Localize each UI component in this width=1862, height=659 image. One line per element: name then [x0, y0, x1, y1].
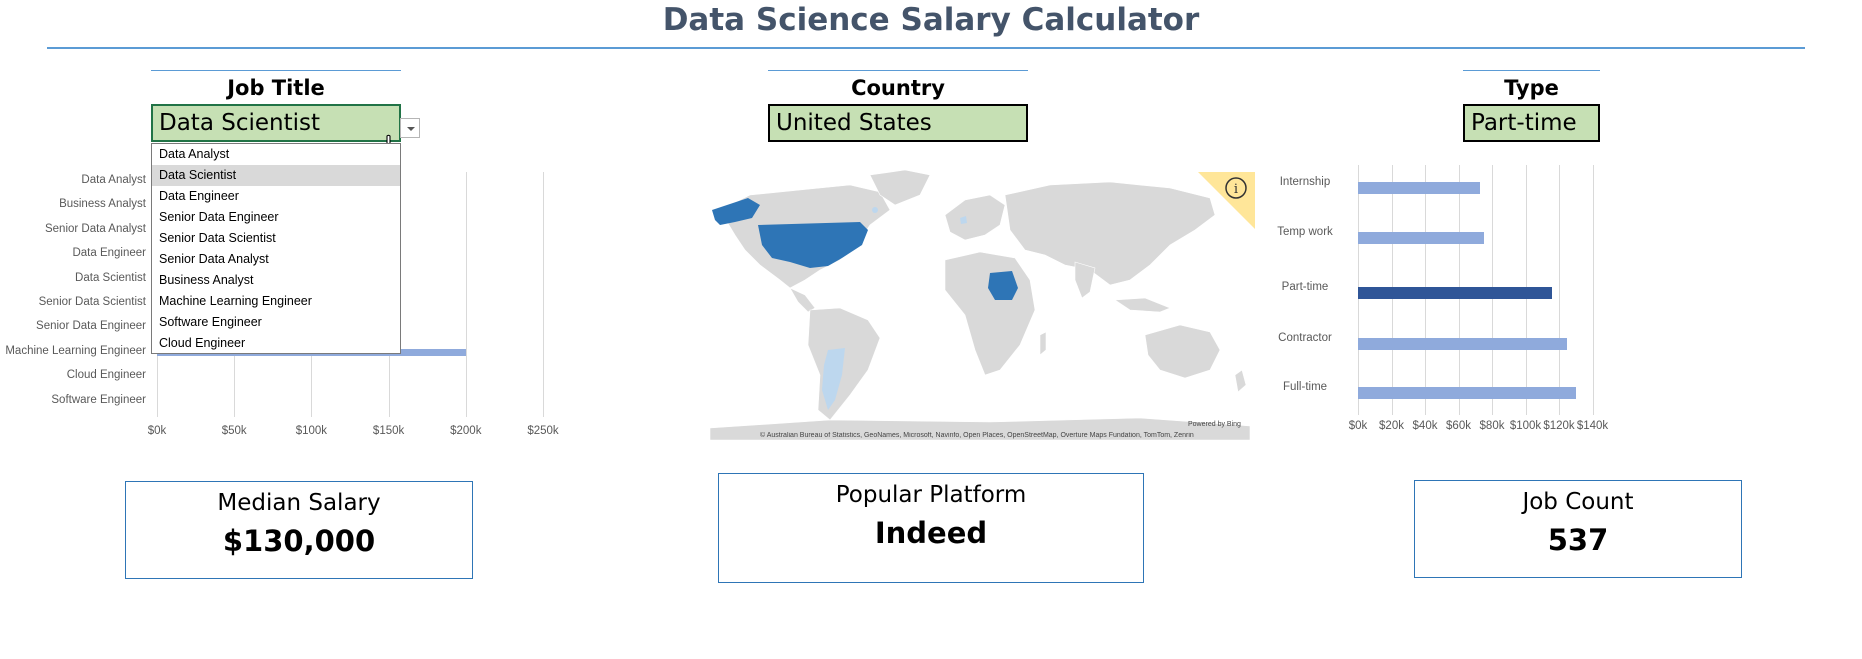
chart-gridline [543, 172, 544, 417]
x-tick-label: $150k [372, 425, 405, 437]
median-salary-label: Median Salary [217, 490, 381, 516]
dropdown-option[interactable]: Cloud Engineer [159, 336, 246, 350]
salary-bar [1358, 387, 1576, 399]
map-attribution: © Australian Bureau of Statistics, GeoNa… [760, 432, 1194, 439]
job-count-label: Job Count [1522, 489, 1634, 515]
y-category-label: Temp work [1277, 226, 1333, 238]
job-title-rule [151, 70, 401, 71]
x-tick-label: $120k [1543, 420, 1575, 432]
info-icon[interactable]: i [1198, 172, 1255, 229]
title-divider [47, 47, 1805, 49]
y-category-label: Senior Data Analyst [44, 222, 146, 235]
map-south-america [807, 307, 881, 421]
y-category-label: Data Analyst [81, 174, 146, 186]
x-tick-label: $0k [147, 425, 167, 437]
map-sudan-highlight [988, 271, 1018, 300]
y-category-label: Contractor [1278, 332, 1332, 344]
y-category-label: Full-time [1282, 381, 1328, 393]
map-new-zealand [1234, 369, 1247, 393]
type-rule [1463, 70, 1600, 71]
type-select[interactable]: Part-time [1463, 104, 1600, 142]
y-category-label: Part-time [1281, 281, 1329, 293]
x-tick-label: $50k [221, 425, 247, 437]
x-tick-label: $100k [295, 425, 328, 437]
country-label: Country [851, 76, 945, 100]
x-tick-label: $200k [450, 425, 482, 437]
job-count-card: Job Count 537 [1414, 480, 1742, 578]
y-category-label: Software Engineer [51, 393, 146, 406]
x-tick-label: $20k [1379, 420, 1404, 432]
y-category-label: Data Engineer [72, 247, 146, 260]
x-tick-label: $0k [1348, 420, 1368, 432]
world-map [709, 170, 1251, 440]
map-europe [944, 194, 1006, 241]
map-indonesia [1114, 297, 1171, 313]
map-europe-highlight [960, 216, 967, 224]
job-title-label: Job Title [227, 76, 325, 100]
dropdown-option[interactable]: Machine Learning Engineer [159, 294, 312, 308]
y-category-label: Senior Data Engineer [36, 320, 146, 333]
chart-gridline [1559, 165, 1560, 415]
dropdown-arrow-button[interactable] [400, 118, 420, 138]
country-rule [768, 70, 1028, 71]
y-category-label: Cloud Engineer [66, 369, 146, 382]
dropdown-option[interactable]: Business Analyst [159, 273, 254, 287]
dropdown-option[interactable]: Senior Data Engineer [159, 210, 279, 224]
popular-platform-value: Indeed [874, 516, 988, 550]
x-tick-label: $60k [1446, 420, 1471, 432]
country-select[interactable]: United States [768, 104, 1028, 142]
job-count-value: 537 [1547, 523, 1609, 557]
median-salary-value: $130,000 [222, 524, 376, 558]
dropdown-option[interactable]: Senior Data Scientist [159, 231, 276, 245]
map-powered-by: Powered by Bing [1188, 421, 1241, 428]
popular-platform-card: Popular Platform Indeed [718, 473, 1144, 583]
y-category-label: Senior Data Scientist [38, 296, 146, 308]
x-tick-label: $80k [1479, 420, 1505, 432]
map-argentina-highlight [822, 348, 845, 410]
dashboard-title: Data Science Salary Calculator [662, 2, 1200, 38]
dropdown-option[interactable]: Data Engineer [159, 189, 239, 203]
map-madagascar [1039, 331, 1047, 356]
dropdown-option[interactable]: Data Scientist [152, 165, 400, 186]
map-alaska-highlight [712, 198, 760, 225]
map-central-america [789, 287, 816, 313]
y-category-label: Internship [1279, 176, 1331, 188]
popular-platform-label: Popular Platform [835, 482, 1027, 508]
salary-bar [1358, 182, 1481, 194]
y-category-label: Data Scientist [75, 271, 146, 284]
salary-bar [1358, 287, 1553, 299]
y-category-label: Machine Learning Engineer [5, 344, 146, 357]
map-usa-highlight [758, 222, 868, 268]
x-tick-label: $140k [1576, 420, 1609, 432]
map-india [1074, 261, 1096, 299]
median-salary-card: Median Salary $130,000 [125, 481, 473, 579]
map-asia [1004, 181, 1216, 286]
salary-bar [1358, 232, 1484, 244]
chart-gridline [465, 172, 467, 417]
y-category-label: Business Analyst [59, 198, 146, 211]
x-tick-label: $40k [1412, 420, 1438, 432]
map-africa [944, 251, 1036, 376]
job-title-dropdown-list[interactable]: Data Analyst Data Scientist Data Engineer S… [151, 143, 401, 354]
x-tick-label: $250k [527, 425, 559, 437]
salary-bar [1358, 338, 1568, 350]
map-australia [1144, 324, 1221, 379]
svg-text:i: i [1234, 182, 1238, 197]
map-greenland [869, 170, 931, 206]
dropdown-option[interactable]: Software Engineer [159, 315, 262, 329]
map-antarctica [709, 417, 1251, 440]
x-tick-label: $100k [1509, 420, 1542, 432]
type-salary-chart: $0k $20k $40k $60k $80k $100k $120k $140k Intern… [1250, 160, 1862, 460]
job-title-select[interactable]: Data Scientist [151, 104, 401, 142]
dropdown-option[interactable]: Senior Data Analyst [159, 252, 269, 266]
map-caribbean-highlight [872, 207, 878, 213]
type-label: Type [1504, 76, 1559, 100]
chart-gridline [1592, 165, 1594, 415]
dropdown-option[interactable]: Data Analyst [159, 147, 230, 161]
